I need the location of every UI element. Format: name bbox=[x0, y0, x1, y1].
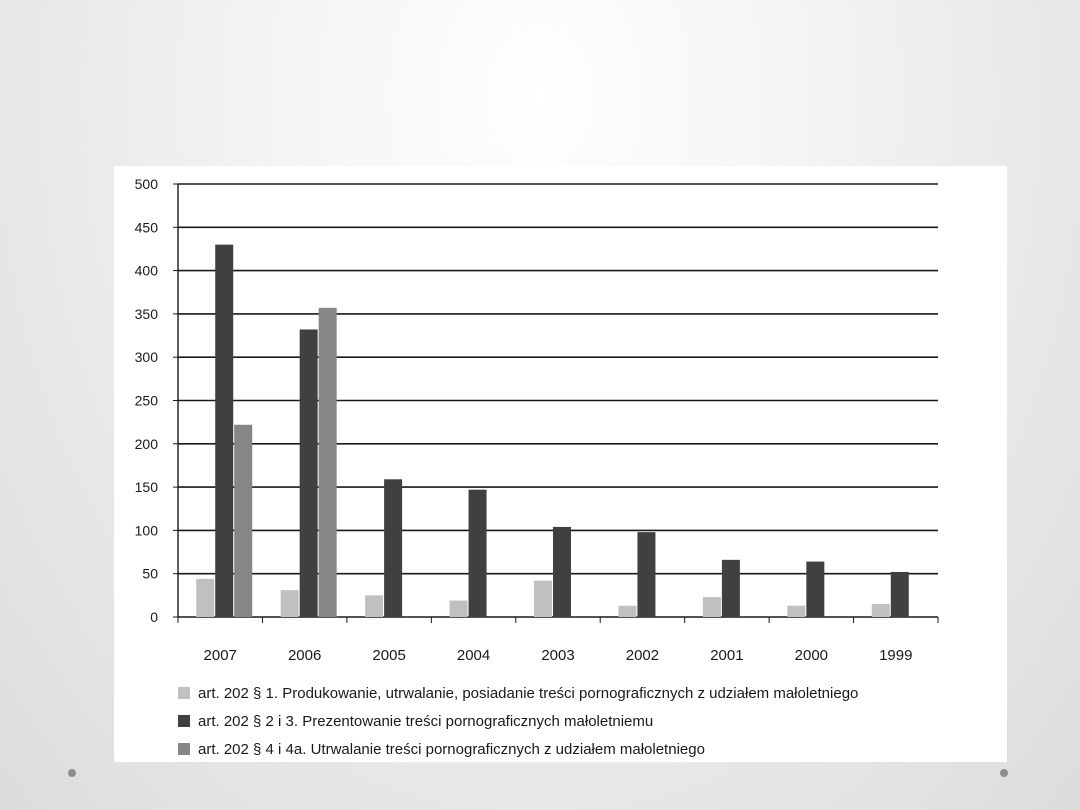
y-tick-label: 100 bbox=[135, 522, 159, 538]
bar bbox=[280, 590, 299, 617]
chart-panel: 0 50 100 150 200 250 300 350 400 450 500 2007 2006 2… bbox=[114, 166, 1007, 762]
x-tick-label: 1999 bbox=[879, 647, 912, 664]
legend-label: art. 202 § 4 i 4a. Utrwalanie treści por… bbox=[198, 740, 705, 758]
y-tick-label: 0 bbox=[150, 609, 158, 625]
bar bbox=[196, 578, 215, 617]
bar bbox=[787, 605, 806, 617]
x-tick-label: 2002 bbox=[626, 647, 659, 664]
bar bbox=[299, 329, 318, 617]
bar bbox=[553, 526, 571, 617]
bar bbox=[721, 559, 740, 617]
bar bbox=[637, 532, 656, 617]
bar bbox=[806, 561, 825, 617]
legend-item: art. 202 § 4 i 4a. Utrwalanie treści por… bbox=[178, 735, 858, 763]
bars bbox=[196, 244, 909, 617]
bar bbox=[618, 605, 637, 617]
x-tick-label: 2003 bbox=[541, 647, 574, 664]
legend-item: art. 202 § 1. Produkowanie, utrwalanie, … bbox=[178, 679, 858, 707]
bar bbox=[534, 580, 552, 617]
legend-swatch bbox=[178, 715, 190, 727]
x-tick-label: 2007 bbox=[204, 647, 237, 664]
bar bbox=[384, 479, 403, 617]
y-tick-label: 150 bbox=[135, 479, 159, 495]
x-tick-labels: 2007 2006 2005 2004 2003 2002 2001 2000 1999 bbox=[204, 647, 913, 664]
x-tick-label: 2001 bbox=[710, 647, 743, 664]
y-tick-label: 250 bbox=[135, 393, 159, 409]
bar bbox=[365, 595, 384, 617]
legend-swatch bbox=[178, 687, 190, 699]
bar bbox=[215, 244, 234, 617]
legend-item: art. 202 § 2 i 3. Prezentowanie treści p… bbox=[178, 707, 858, 735]
slide-bullet-right bbox=[1000, 769, 1008, 777]
bar bbox=[234, 424, 253, 617]
y-tick-label: 400 bbox=[135, 263, 159, 279]
bar bbox=[449, 600, 468, 617]
x-tick-label: 2005 bbox=[372, 647, 405, 664]
y-tick-label: 450 bbox=[135, 219, 159, 235]
legend-label: art. 202 § 2 i 3. Prezentowanie treści p… bbox=[198, 712, 654, 730]
gridlines bbox=[178, 183, 938, 575]
y-tick-label: 200 bbox=[135, 436, 159, 452]
slide-bullet-left bbox=[68, 769, 76, 777]
bar bbox=[702, 597, 721, 617]
y-tick-label: 500 bbox=[135, 176, 159, 192]
bar bbox=[890, 571, 909, 617]
legend: art. 202 § 1. Produkowanie, utrwalanie, … bbox=[178, 679, 858, 763]
y-tick-label: 50 bbox=[142, 566, 158, 582]
y-tick-labels: 0 50 100 150 200 250 300 350 400 450 500 bbox=[135, 176, 159, 625]
legend-label: art. 202 § 1. Produkowanie, utrwalanie, … bbox=[198, 684, 859, 702]
bar bbox=[468, 489, 487, 617]
x-tick-label: 2004 bbox=[457, 647, 490, 664]
x-tick-label: 2006 bbox=[288, 647, 321, 664]
y-tick-label: 350 bbox=[135, 306, 159, 322]
bar bbox=[871, 604, 890, 617]
legend-swatch bbox=[178, 743, 190, 755]
bar bbox=[318, 307, 337, 617]
y-tick-label: 300 bbox=[135, 349, 159, 365]
x-tick-label: 2000 bbox=[795, 647, 828, 664]
